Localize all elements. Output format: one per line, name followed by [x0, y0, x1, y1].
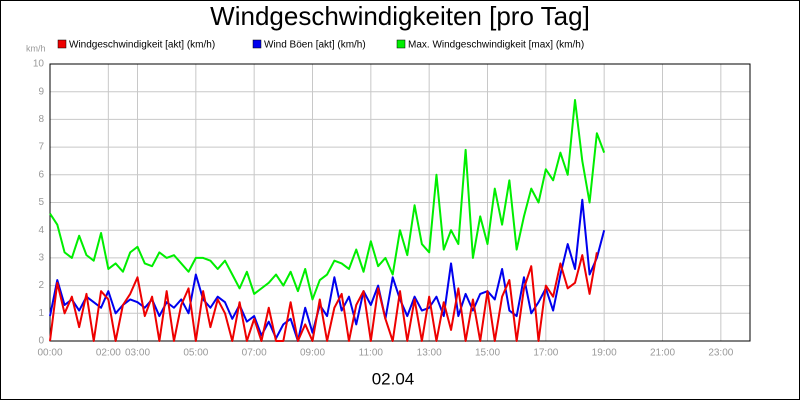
x-tick-label: 13:00	[417, 348, 442, 359]
y-tick-label: 5	[38, 197, 44, 208]
y-tick-label: 3	[38, 253, 44, 264]
y-tick-label: 2	[38, 280, 44, 291]
x-tick-label: 21:00	[650, 348, 675, 359]
chart-title: Windgeschwindigkeiten [pro Tag]	[210, 1, 590, 31]
series-line	[49, 99, 606, 301]
y-tick-label: 4	[38, 225, 44, 236]
x-tick-label: 23:00	[708, 348, 733, 359]
y-tick-label: 6	[38, 169, 44, 180]
x-axis-label: 02.04	[372, 369, 415, 388]
x-tick-label: 07:00	[242, 348, 267, 359]
x-tick-label: 15:00	[475, 348, 500, 359]
y-tick-label: 7	[38, 142, 44, 153]
y-axis-label: km/h	[26, 43, 46, 53]
x-tick-label: 00:00	[37, 348, 62, 359]
y-tick-label: 1	[38, 308, 44, 319]
y-tick-label: 9	[38, 86, 44, 97]
x-tick-label: 05:00	[183, 348, 208, 359]
legend-swatch	[57, 39, 67, 49]
x-tick-label: 09:00	[300, 348, 325, 359]
legend-label: Windgeschwindigkeit [akt] (km/h)	[69, 40, 215, 51]
legend-label: Wind Böen [akt] (km/h)	[264, 40, 366, 51]
x-tick-label: 17:00	[533, 348, 558, 359]
legend-swatch	[252, 39, 262, 49]
x-tick-label: 02:00	[96, 348, 121, 359]
x-tick-label: 11:00	[359, 348, 384, 359]
x-tick-label: 19:00	[592, 348, 617, 359]
y-tick-label: 10	[33, 59, 45, 70]
plot-border	[49, 63, 751, 342]
y-tick-label: 8	[38, 114, 44, 125]
x-tick-label: 03:00	[125, 348, 150, 359]
legend-swatch	[396, 39, 406, 49]
y-tick-label: 0	[38, 336, 44, 347]
series-line	[49, 252, 598, 342]
legend-label: Max. Windgeschwindigkeit [max] (km/h)	[408, 40, 584, 51]
